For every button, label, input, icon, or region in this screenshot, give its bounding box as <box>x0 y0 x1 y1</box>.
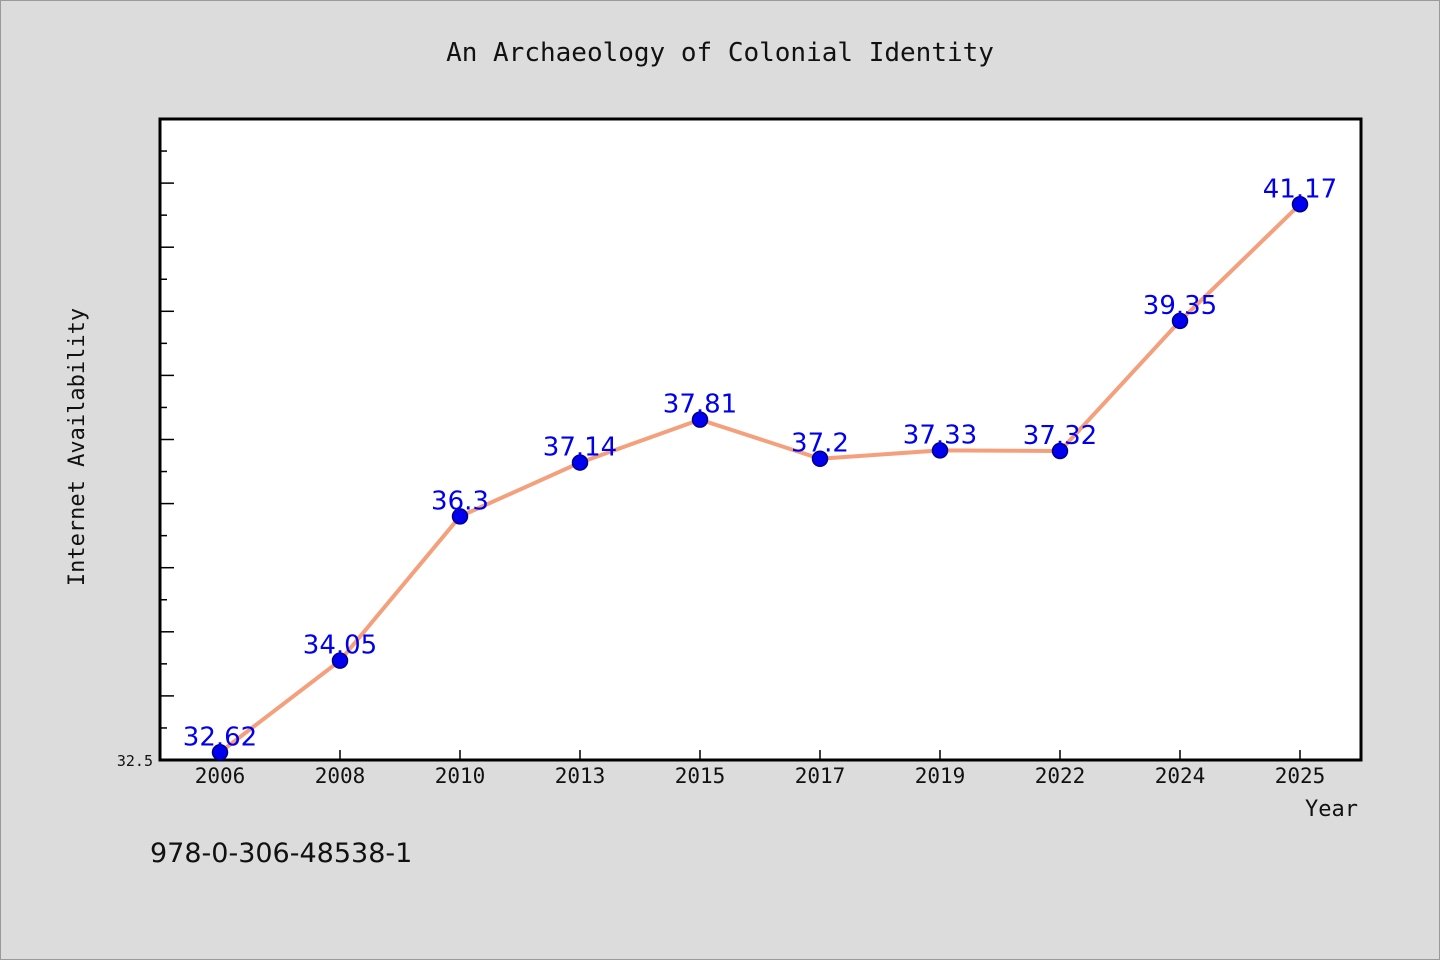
series-line <box>218 202 1302 754</box>
x-tick-label: 2008 <box>315 764 366 788</box>
x-tick-label: 2017 <box>795 764 846 788</box>
chart-title: An Archaeology of Colonial Identity <box>446 38 994 68</box>
y-axis-label: Internet Availability <box>65 308 90 586</box>
x-tick-label: 2015 <box>675 764 726 788</box>
y-axis-ticks <box>160 118 174 761</box>
data-point <box>571 454 589 471</box>
isbn-text: 978-0-306-48538-1 <box>150 838 412 869</box>
data-point <box>331 652 349 669</box>
x-tick-label: 2010 <box>435 764 486 788</box>
data-point <box>1291 196 1309 213</box>
data-labels: 32.62 34.05 36.3 37.14 37.81 37.2 37.33 37.32 39… <box>183 174 1337 752</box>
x-tick-label: 2022 <box>1035 764 1086 788</box>
x-tick-label: 2006 <box>195 764 246 788</box>
data-label: 37.33 <box>903 420 977 450</box>
series-markers <box>211 196 1309 761</box>
x-tick-label: 2024 <box>1155 764 1206 788</box>
x-tick-label: 2013 <box>555 764 606 788</box>
y-tick-label: 32.5 <box>117 752 153 770</box>
data-label: 37.14 <box>543 433 617 463</box>
data-point <box>211 744 229 761</box>
data-point <box>931 442 949 459</box>
x-axis-ticks <box>219 750 1301 760</box>
data-point <box>1051 442 1069 460</box>
data-label: 32.62 <box>183 722 257 752</box>
data-label: 37.81 <box>663 390 737 420</box>
data-point <box>451 508 469 525</box>
data-label: 39.35 <box>1143 291 1217 321</box>
x-axis-label: Year <box>1305 797 1358 822</box>
x-tick-label: 2025 <box>1275 764 1326 788</box>
data-point <box>811 450 829 467</box>
data-label: 36.3 <box>431 486 489 516</box>
plot-area <box>158 117 1363 762</box>
data-point <box>691 411 709 428</box>
x-tick-label: 2019 <box>915 764 966 788</box>
data-label: 37.32 <box>1023 421 1097 451</box>
data-point <box>1171 312 1189 330</box>
x-axis-tick-labels: 2006 2008 2010 2013 2015 2017 2019 2022 2024 2025 <box>195 764 1326 788</box>
data-label: 34.05 <box>303 631 377 661</box>
data-label: 41.17 <box>1263 174 1337 204</box>
data-label: 37.2 <box>791 429 849 459</box>
